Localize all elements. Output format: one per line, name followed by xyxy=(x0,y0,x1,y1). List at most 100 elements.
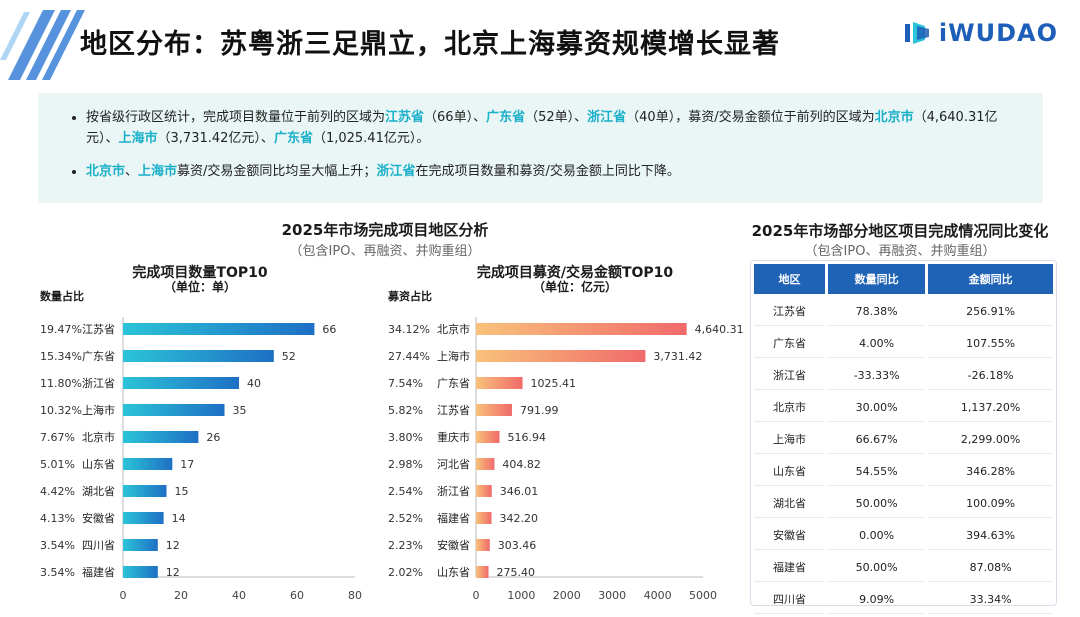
chart2-category-label: 山东省 xyxy=(437,566,470,579)
table-cell: 0.00% xyxy=(828,521,926,550)
chart1-category-label: 安徽省 xyxy=(82,511,115,525)
table-cell: 安徽省 xyxy=(754,521,826,550)
chart2-bar xyxy=(476,566,489,578)
table-cell: 346.28% xyxy=(928,457,1053,486)
table-cell: 50.00% xyxy=(828,553,926,582)
chart2-category-label: 江苏省 xyxy=(437,404,470,417)
chart2-category-label: 广东省 xyxy=(437,377,470,390)
chart2-tick-label: 0 xyxy=(473,589,480,602)
chart2-value-label: 303.46 xyxy=(498,539,537,552)
chart2-bar xyxy=(476,404,512,416)
summary-text: （4,640.31亿元）、 xyxy=(86,110,998,146)
chart2-share-value: 5.82% xyxy=(388,404,423,417)
table-row: 四川省 9.09% 33.34% xyxy=(754,585,1053,614)
highlight: 上海市 xyxy=(118,131,158,146)
chart2-category-label: 河北省 xyxy=(437,458,470,471)
left-section-subtitle: （包含IPO、再融资、并购重组） xyxy=(289,244,481,259)
chart1-category-label: 北京市 xyxy=(82,430,115,444)
highlight: 江苏省 xyxy=(385,110,425,125)
table-cell: 54.55% xyxy=(828,457,926,486)
chart1-value-label: 26 xyxy=(206,431,220,444)
table-cell: 浙江省 xyxy=(754,361,826,390)
chart2-bar xyxy=(476,350,646,362)
chart1-share-value: 4.13% xyxy=(40,512,75,525)
summary-text: 在完成项目数量和募资/交易金额上同比下降。 xyxy=(415,164,680,179)
chart2-value-label: 342.20 xyxy=(500,512,539,525)
chart1-bar xyxy=(123,539,158,551)
chart1-category-label: 山东省 xyxy=(82,458,115,471)
chart2-bar xyxy=(476,431,500,443)
table-cell: 四川省 xyxy=(754,585,826,614)
chart2-unit: （单位：亿元） xyxy=(532,280,617,294)
table-row: 上海市 66.67% 2,299.00% xyxy=(754,425,1053,454)
chart1-unit: （单位：单） xyxy=(163,280,236,294)
table-cell: 50.00% xyxy=(828,489,926,518)
chart2-share-label: 募资占比 xyxy=(388,290,432,303)
chart1-share-value: 7.67% xyxy=(40,431,75,444)
summary-text: 按省级行政区统计，完成项目数量位于前列的区域为 xyxy=(86,110,386,125)
chart2-category-label: 浙江省 xyxy=(437,485,470,498)
chart2-share-value: 3.80% xyxy=(388,431,423,444)
highlight: 浙江省 xyxy=(376,164,416,179)
table-cell: 江苏省 xyxy=(754,297,826,326)
chart2-share-value: 2.02% xyxy=(388,566,423,579)
chart2-value-label: 346.01 xyxy=(500,485,539,498)
table-cell: 1,137.20% xyxy=(928,393,1053,422)
table-row: 广东省 4.00% 107.55% xyxy=(754,329,1053,358)
table-row: 湖北省 50.00% 100.09% xyxy=(754,489,1053,518)
table-header-count: 数量同比 xyxy=(828,264,926,294)
chart1-value-label: 35 xyxy=(233,404,247,417)
table-cell: 山东省 xyxy=(754,457,826,486)
table-row: 安徽省 0.00% 394.63% xyxy=(754,521,1053,550)
chart1-share-value: 5.01% xyxy=(40,458,75,471)
chart1-bar xyxy=(123,323,315,335)
summary-text: （3,731.42亿元）、 xyxy=(157,131,274,146)
summary-bullet-1: 按省级行政区统计，完成项目数量位于前列的区域为江苏省（66单）、广东省 （52单）… xyxy=(86,107,1023,149)
summary-text: （1,025.41亿元）。 xyxy=(312,131,430,146)
table-cell: 394.63% xyxy=(928,521,1053,550)
chart2-bar xyxy=(476,512,492,524)
chart2-title: 完成项目募资/交易金额TOP10 xyxy=(476,265,674,281)
table-cell: 78.38% xyxy=(828,297,926,326)
chart2-category-label: 北京市 xyxy=(437,322,470,336)
table-row: 山东省 54.55% 346.28% xyxy=(754,457,1053,486)
table-row: 北京市 30.00% 1,137.20% xyxy=(754,393,1053,422)
chart2-tick-label: 2000 xyxy=(553,589,581,602)
chart1-bar xyxy=(123,458,173,470)
chart2-tick-label: 5000 xyxy=(689,589,717,602)
chart1-value-label: 12 xyxy=(166,566,180,579)
chart1-bar xyxy=(123,512,164,524)
table-cell: 4.00% xyxy=(828,329,926,358)
chart2-share-value: 2.98% xyxy=(388,458,423,471)
yoy-table-grid: 地区 数量同比 金额同比 江苏省 78.38% 256.91% 广东省 4.00% 10… xyxy=(751,261,1056,617)
chart2-bar xyxy=(476,485,492,497)
table-cell: 广东省 xyxy=(754,329,826,358)
chart2-share-value: 27.44% xyxy=(388,350,430,363)
chart1-category-label: 广东省 xyxy=(82,350,115,363)
right-section-title: 2025年市场部分地区项目完成情况同比变化 xyxy=(751,222,1049,240)
brand-logo: iWUDAO xyxy=(903,18,1058,48)
chart1-share-value: 4.42% xyxy=(40,485,75,498)
summary-text: （52单）、 xyxy=(525,110,588,125)
chart1-tick-label: 40 xyxy=(232,589,246,602)
table-cell: 87.08% xyxy=(928,553,1053,582)
table-cell: 256.91% xyxy=(928,297,1053,326)
table-header-amount: 金额同比 xyxy=(928,264,1053,294)
decorative-stripes xyxy=(0,10,85,80)
chart1-value-label: 15 xyxy=(175,485,189,498)
chart1-tick-label: 20 xyxy=(174,589,188,602)
chart1-bar xyxy=(123,404,225,416)
chart2-value-label: 791.99 xyxy=(520,404,559,417)
highlight: 广东省 xyxy=(273,131,313,146)
summary-box: 按省级行政区统计，完成项目数量位于前列的区域为江苏省（66单）、广东省 （52单）… xyxy=(38,93,1043,203)
table-row: 江苏省 78.38% 256.91% xyxy=(754,297,1053,326)
chart2-share-value: 2.52% xyxy=(388,512,423,525)
chart2-category-label: 重庆市 xyxy=(437,430,470,444)
chart2-share-value: 2.54% xyxy=(388,485,423,498)
summary-text: （66单）、 xyxy=(424,110,487,125)
chart2-category-label: 福建省 xyxy=(437,511,470,525)
chart2-bar xyxy=(476,458,495,470)
chart1-category-label: 湖北省 xyxy=(82,485,115,498)
chart2-value-label: 404.82 xyxy=(502,458,540,471)
chart2-share-value: 34.12% xyxy=(388,323,430,336)
